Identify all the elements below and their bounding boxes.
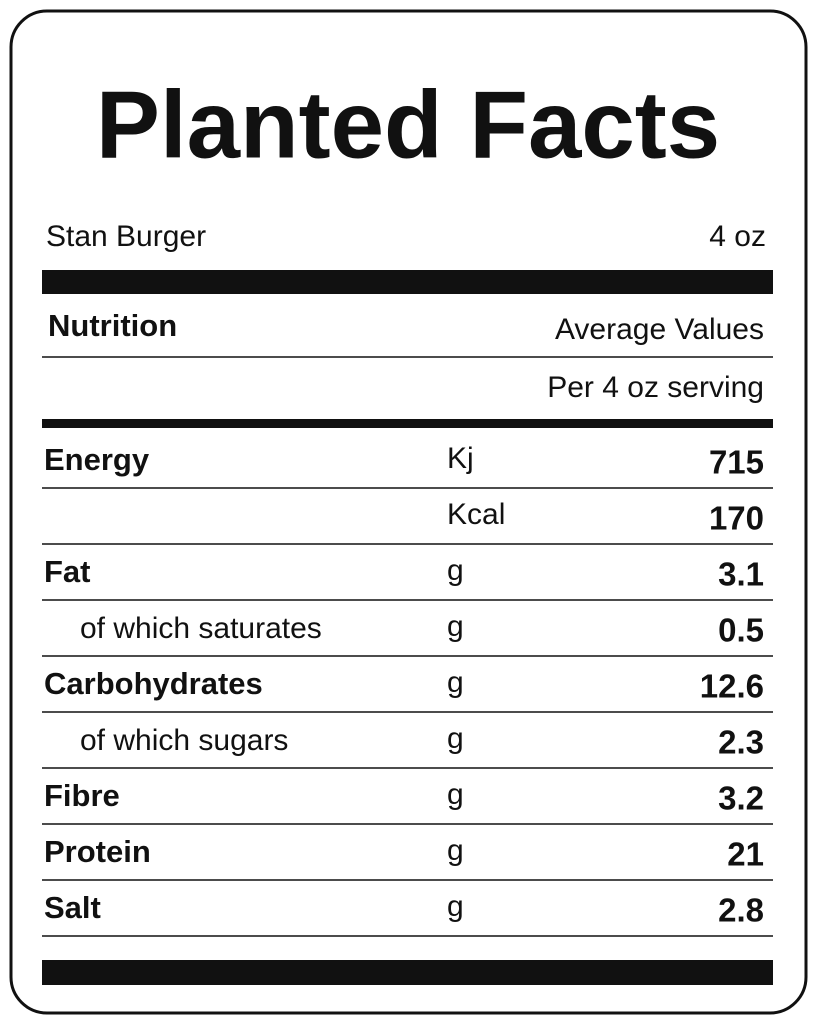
label-border xyxy=(9,9,808,1015)
product-name: Stan Burger xyxy=(46,220,206,253)
amount: 21 xyxy=(727,836,764,873)
table-heading: Nutrition xyxy=(48,308,177,343)
nutrient-name: Protein xyxy=(44,834,151,869)
unit: g xyxy=(447,834,464,867)
product-size: 4 oz xyxy=(709,220,766,253)
column-heading: Average Values xyxy=(555,313,764,346)
unit: g xyxy=(447,722,464,755)
unit: g xyxy=(447,890,464,923)
unit: Kcal xyxy=(447,498,505,531)
amount: 2.8 xyxy=(718,892,764,929)
amount: 0.5 xyxy=(718,612,764,649)
thick-rule xyxy=(42,419,773,428)
nutrient-name: Salt xyxy=(44,890,101,925)
sub-nutrient-name: of which saturates xyxy=(80,612,322,645)
amount: 3.1 xyxy=(718,556,764,593)
amount: 12.6 xyxy=(700,668,764,705)
nutrient-name: Carbohydrates xyxy=(44,666,263,701)
thick-rule xyxy=(42,270,773,294)
title: Planted Facts xyxy=(96,71,720,178)
unit: g xyxy=(447,554,464,587)
amount: 170 xyxy=(709,500,764,537)
sub-nutrient-name: of which sugars xyxy=(80,724,288,757)
unit: Kj xyxy=(447,442,474,475)
serving-size: Per 4 oz serving xyxy=(547,371,764,404)
thick-rule xyxy=(42,960,773,985)
unit: g xyxy=(447,666,464,699)
nutrient-name: Energy xyxy=(44,442,150,477)
nutrient-name: Fibre xyxy=(44,778,120,813)
unit: g xyxy=(447,610,464,643)
amount: 715 xyxy=(709,444,764,481)
nutrient-name: Fat xyxy=(44,554,91,589)
amount: 2.3 xyxy=(718,724,764,761)
unit: g xyxy=(447,778,464,811)
amount: 3.2 xyxy=(718,780,764,817)
